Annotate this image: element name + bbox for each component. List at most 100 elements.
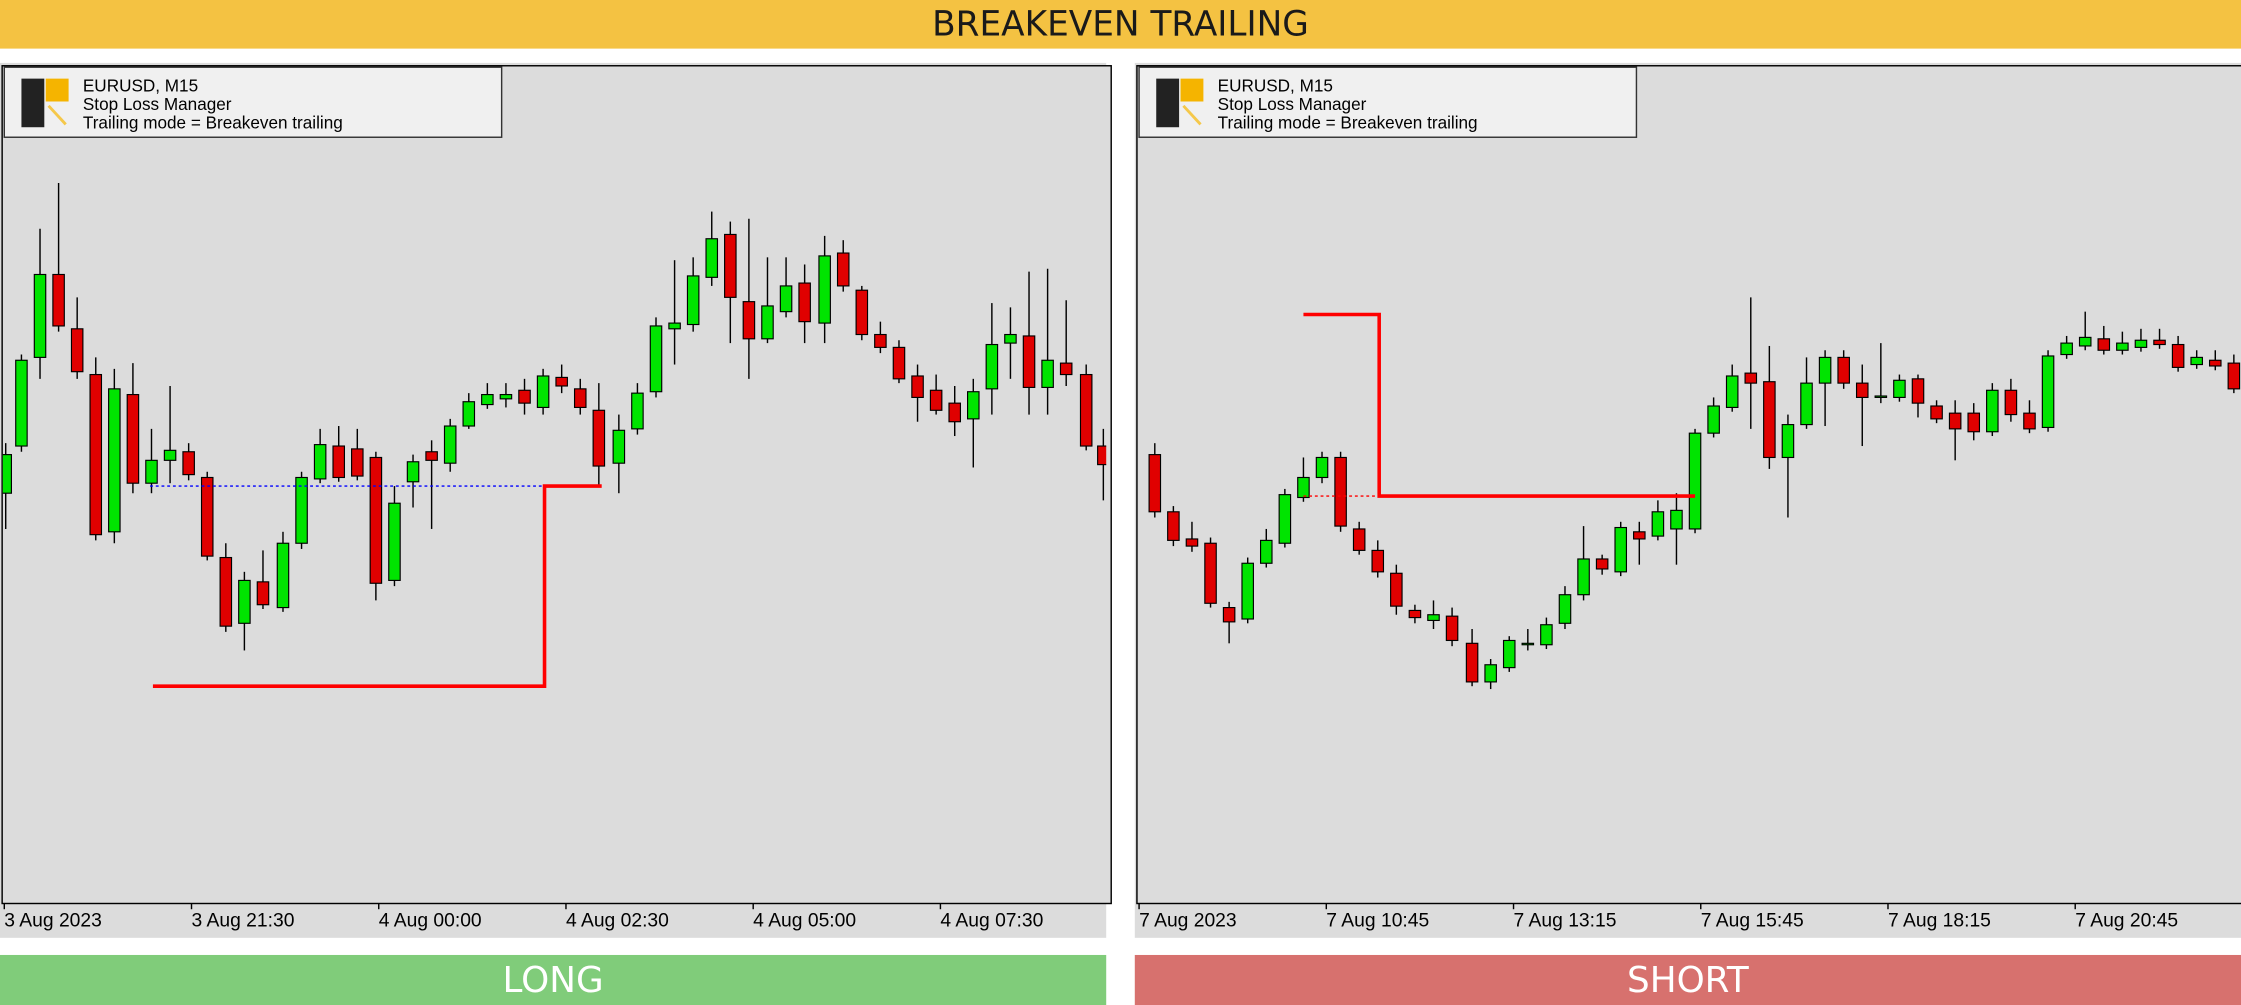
- candle-body: [1558, 594, 1572, 624]
- candle-body: [1744, 372, 1758, 384]
- candle-body: [126, 393, 140, 484]
- candle-body: [1465, 642, 1479, 683]
- candle-body: [892, 346, 906, 380]
- candle-body: [1352, 528, 1366, 551]
- candle-body: [163, 449, 177, 461]
- time-label: 4 Aug 02:30: [566, 910, 669, 931]
- candle-body: [2116, 342, 2129, 351]
- candle-body: [985, 343, 999, 390]
- candle-body: [929, 389, 943, 411]
- candle-body: [798, 282, 811, 323]
- candle-body: [1800, 382, 1813, 426]
- candle-body: [443, 425, 457, 464]
- header-bar: [0, 0, 2241, 49]
- candle-body: [1707, 405, 1720, 434]
- info-line: Trailing mode = Breakeven trailing: [83, 113, 343, 133]
- candle-body: [705, 238, 719, 278]
- candle-body: [1371, 549, 1385, 573]
- candle-body: [1334, 456, 1347, 527]
- time-label: 4 Aug 00:00: [379, 910, 482, 931]
- candle-body: [52, 273, 65, 327]
- candle-body: [1651, 511, 1665, 537]
- candle-body: [1222, 607, 1236, 623]
- candle-body: [1059, 362, 1073, 376]
- candle-body: [1390, 572, 1403, 607]
- candle-body: [1930, 405, 1943, 420]
- candle-body: [1022, 335, 1036, 388]
- candle-body: [1688, 432, 1702, 530]
- candle-body: [836, 252, 850, 287]
- time-label: 3 Aug 2023: [4, 910, 102, 931]
- candle-body: [1427, 614, 1440, 622]
- candle-body: [1614, 526, 1628, 573]
- candle-body: [1041, 359, 1054, 388]
- header-title: BREAKEVEN TRAILING: [932, 5, 1309, 45]
- candle-body: [761, 305, 774, 340]
- candle-body: [536, 375, 550, 409]
- candle-body: [425, 451, 438, 461]
- candle-body: [1948, 412, 1962, 430]
- candle-body: [1855, 382, 1869, 398]
- candle-body: [1259, 539, 1273, 564]
- candle-body: [1079, 373, 1093, 447]
- time-label: 4 Aug 07:30: [940, 910, 1043, 931]
- footer-bar: [1134, 954, 2241, 1005]
- candle-body: [518, 389, 531, 404]
- icon-yellow: [45, 78, 69, 102]
- candle-body: [200, 476, 214, 557]
- candle-body: [406, 461, 420, 483]
- candle-body: [1167, 511, 1180, 541]
- info-box: [3, 66, 503, 138]
- stop-loss-line: [152, 484, 602, 688]
- candle-body: [2, 454, 13, 494]
- candle-body: [1595, 558, 1609, 570]
- candle-body: [1818, 356, 1832, 384]
- candle-body: [313, 444, 327, 480]
- candle-body: [2078, 336, 2092, 347]
- candle-body: [219, 556, 233, 627]
- candle-body: [1315, 456, 1329, 479]
- candle-body: [2190, 356, 2203, 366]
- candle-body: [2023, 412, 2036, 430]
- candle-body: [1911, 378, 1925, 404]
- candle-body: [1670, 509, 1683, 530]
- info-line: EURUSD, M15: [1218, 75, 1333, 95]
- candle-body: [1725, 375, 1739, 409]
- candle-body: [1445, 615, 1459, 642]
- candle-body: [15, 359, 28, 447]
- info-line: EURUSD, M15: [83, 75, 198, 95]
- candle-body: [948, 402, 962, 423]
- candle-body: [1185, 538, 1199, 547]
- candle-body: [1577, 558, 1590, 596]
- candle-body: [1241, 562, 1254, 620]
- candle-body: [1893, 379, 1906, 398]
- info-line: Stop Loss Manager: [1218, 94, 1367, 114]
- candle-body: [1097, 445, 1107, 466]
- candle-body: [2060, 342, 2073, 356]
- candle-body: [573, 388, 587, 409]
- candles: [2, 182, 1107, 688]
- time-label: 7 Aug 13:15: [1514, 910, 1617, 931]
- time-label: 4 Aug 05:00: [753, 910, 856, 931]
- candle-body: [1874, 395, 1888, 398]
- time-label: 3 Aug 21:30: [192, 910, 295, 931]
- candle-body: [108, 388, 121, 533]
- icon-dark: [1156, 78, 1180, 128]
- time-label: 7 Aug 15:45: [1701, 910, 1804, 931]
- candle-body: [1763, 381, 1776, 459]
- candle-body: [33, 273, 47, 358]
- time-label: 7 Aug 20:45: [2075, 910, 2178, 931]
- candle-body: [1967, 412, 1981, 433]
- candle-body: [2134, 339, 2148, 348]
- candle-body: [2004, 389, 2018, 416]
- candle-body: [779, 285, 793, 313]
- candle-body: [1633, 531, 1646, 540]
- time-label: 7 Aug 10:45: [1326, 910, 1429, 931]
- candle-body: [555, 376, 568, 387]
- candle-body: [1502, 639, 1516, 669]
- candle-body: [1484, 664, 1497, 683]
- candle-body: [592, 409, 606, 467]
